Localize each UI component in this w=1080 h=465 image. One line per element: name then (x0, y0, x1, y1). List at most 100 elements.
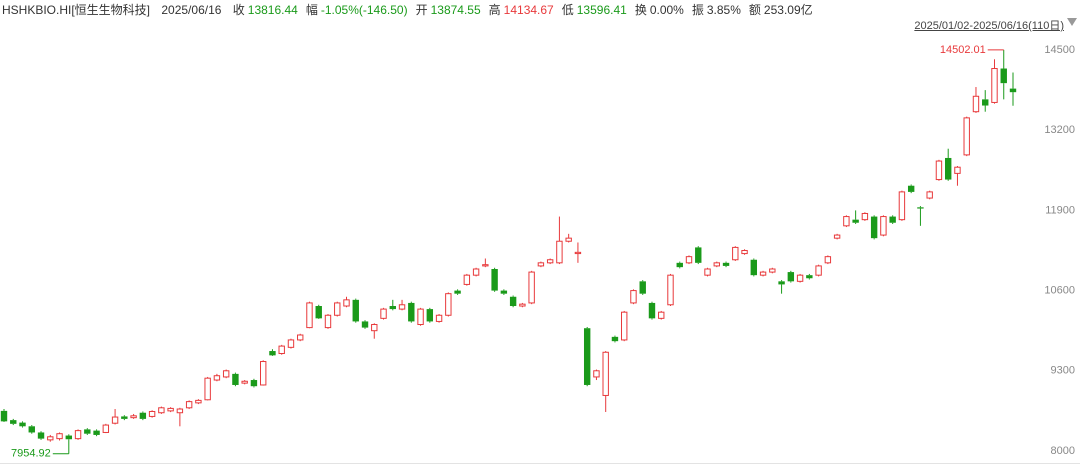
candle-body (361, 321, 369, 328)
candle-body (982, 99, 989, 106)
candle-body (408, 302, 415, 322)
candle-body (185, 401, 193, 409)
candle-body (287, 339, 295, 348)
candle-body (93, 430, 100, 435)
candle-body (852, 219, 859, 223)
candle-body (750, 259, 758, 276)
candle-body (574, 251, 582, 255)
range-dropdown[interactable] (1067, 18, 1077, 26)
item-label: 换 (634, 3, 647, 17)
y-tick-label: 14500 (1044, 44, 1075, 56)
item-label: 振 (691, 3, 704, 17)
candle-body (463, 274, 471, 285)
candle-body (37, 432, 45, 439)
candle-body (445, 293, 452, 316)
candle-body (833, 234, 841, 239)
header-item: 高 14134.67 (489, 3, 554, 17)
candle-body (278, 345, 285, 355)
candle-body (787, 272, 795, 282)
candle-body (963, 117, 970, 156)
max-label: 14502.01 (940, 44, 986, 56)
candle-body (250, 380, 258, 387)
candle-body (10, 420, 17, 424)
candle-body (111, 416, 119, 424)
header-item: 换 0.00% (635, 3, 684, 17)
candle-body (546, 259, 554, 264)
candle-body (1009, 88, 1017, 93)
y-tick-label: 10600 (1044, 284, 1075, 296)
candle-body (602, 351, 609, 396)
candle-body (648, 302, 656, 319)
date-range[interactable]: 2025/01/02-2025/06/16(110日) (914, 20, 1064, 32)
y-tick-label: 11900 (1045, 204, 1075, 216)
candle-body (880, 216, 887, 236)
candle-body (269, 351, 276, 356)
candle-body (139, 412, 147, 419)
candle-body (398, 304, 406, 310)
candle-body (176, 408, 184, 414)
item-value: 253.09亿 (763, 3, 813, 17)
candle-body (889, 216, 896, 223)
candle-body (426, 309, 434, 322)
item-label: 幅 (305, 3, 318, 17)
candle-body (389, 306, 396, 310)
candle-body (945, 157, 952, 180)
item-value: 14134.67 (503, 3, 554, 17)
candle-body (621, 311, 628, 341)
candle-body (954, 166, 961, 174)
candle-body (121, 416, 128, 419)
candle-body (65, 435, 72, 440)
candle-body (815, 265, 822, 276)
candle-body (796, 274, 804, 282)
item-label: 低 (561, 3, 574, 17)
candle-body (472, 268, 480, 276)
header-item: 幅 -1.05%(-146.50) (306, 3, 408, 17)
candle-body (482, 264, 489, 267)
item-value: -1.05%(-146.50) (320, 3, 408, 17)
candle-body (537, 262, 545, 267)
candle-body (454, 290, 461, 294)
candle-body (204, 377, 211, 401)
item-value: 13596.41 (576, 3, 627, 17)
y-tick-label: 9300 (1051, 365, 1075, 377)
candle-body (213, 375, 221, 381)
candle-body (158, 407, 165, 414)
candle-body (870, 216, 878, 239)
symbol: HSHKBIO.HI[恒生生物科技] (2, 3, 151, 17)
candle-body (28, 426, 35, 433)
candle-body (102, 424, 110, 433)
candle-body (232, 373, 239, 385)
candle-body (435, 314, 443, 322)
candle-body (84, 429, 91, 434)
candle-body (778, 281, 785, 285)
min-label: 7954.92 (11, 448, 51, 460)
candle-body (991, 68, 998, 103)
candle-body (315, 306, 322, 319)
candle-body (167, 407, 174, 412)
y-tick-label: 8000 (1051, 445, 1075, 457)
candle-body (658, 311, 665, 319)
candle-body (732, 246, 739, 261)
candle-body (556, 240, 563, 264)
header-item: 开 13874.55 (416, 3, 481, 17)
candle-body (907, 185, 915, 192)
candle-body (519, 303, 526, 307)
candle-body (343, 299, 350, 307)
candle-body (741, 249, 748, 255)
header-item: 收 13816.44 (233, 3, 298, 17)
candle-body (824, 256, 832, 264)
item-label: 收 (232, 3, 245, 17)
candle-body (917, 207, 924, 209)
candle-body (352, 299, 359, 322)
item-value: 0.00% (649, 3, 684, 17)
candle-body (898, 191, 906, 221)
item-value: 13874.55 (430, 3, 481, 17)
candle-body (583, 328, 591, 385)
candle-body (611, 336, 619, 342)
candle-body (685, 256, 693, 264)
candle-body (74, 430, 82, 440)
candle-body (630, 290, 637, 304)
candle-body (722, 262, 730, 266)
